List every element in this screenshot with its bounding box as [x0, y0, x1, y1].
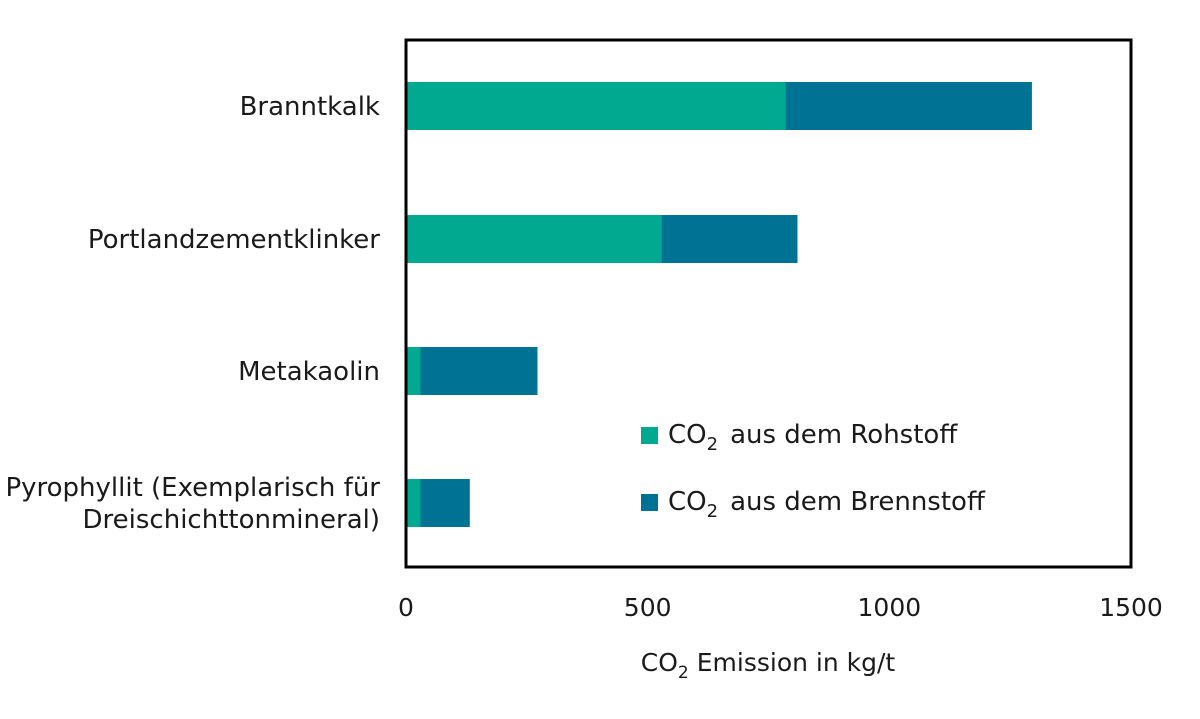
category-label-1: Portlandzementklinker — [88, 225, 380, 255]
bar-rohstoff-0 — [406, 82, 786, 130]
legend-swatch-rohstoff — [641, 427, 658, 444]
x-axis-title: CO2 Emission in kg/t — [641, 648, 896, 683]
x-tick-label-1000: 1000 — [858, 593, 922, 622]
bar-rohstoff-1 — [406, 215, 662, 263]
legend-swatch-brennstoff — [641, 494, 658, 511]
bar-rohstoff-2 — [406, 347, 421, 395]
x-axis-title-sub: 2 — [678, 663, 689, 683]
x-tick-label-1500: 1500 — [1099, 593, 1163, 622]
legend: CO2 aus dem Rohstoff CO2 aus dem Brennstoff — [641, 420, 986, 522]
x-tick-label-500: 500 — [624, 593, 672, 622]
bars-group — [406, 82, 1032, 527]
category-label-2: Metakaolin — [238, 357, 380, 387]
plot-frame — [404, 38, 1133, 569]
x-axis-title-rest: Emission in kg/t — [697, 648, 896, 677]
bar-brennstoff-0 — [785, 82, 1032, 130]
bar-brennstoff-3 — [420, 479, 470, 527]
category-labels: Branntkalk Portlandzementklinker Metakaoli… — [5, 92, 380, 535]
category-label-3-line-1: Dreischichttonmineral) — [83, 505, 380, 535]
bar-brennstoff-2 — [420, 347, 538, 395]
category-label-3-line-0: Pyrophyllit (Exemplarisch für — [5, 473, 380, 503]
category-label-0: Branntkalk — [240, 92, 380, 122]
bar-brennstoff-1 — [661, 215, 798, 263]
x-tick-labels: 0 500 1000 1500 — [398, 593, 1163, 622]
bar-rohstoff-3 — [406, 479, 421, 527]
legend-label-rohstoff: CO2 aus dem Rohstoff — [668, 420, 958, 455]
x-tick-label-0: 0 — [398, 593, 414, 622]
legend-label-brennstoff: CO2 aus dem Brennstoff — [668, 487, 986, 522]
x-axis-title-main: CO — [641, 648, 678, 677]
